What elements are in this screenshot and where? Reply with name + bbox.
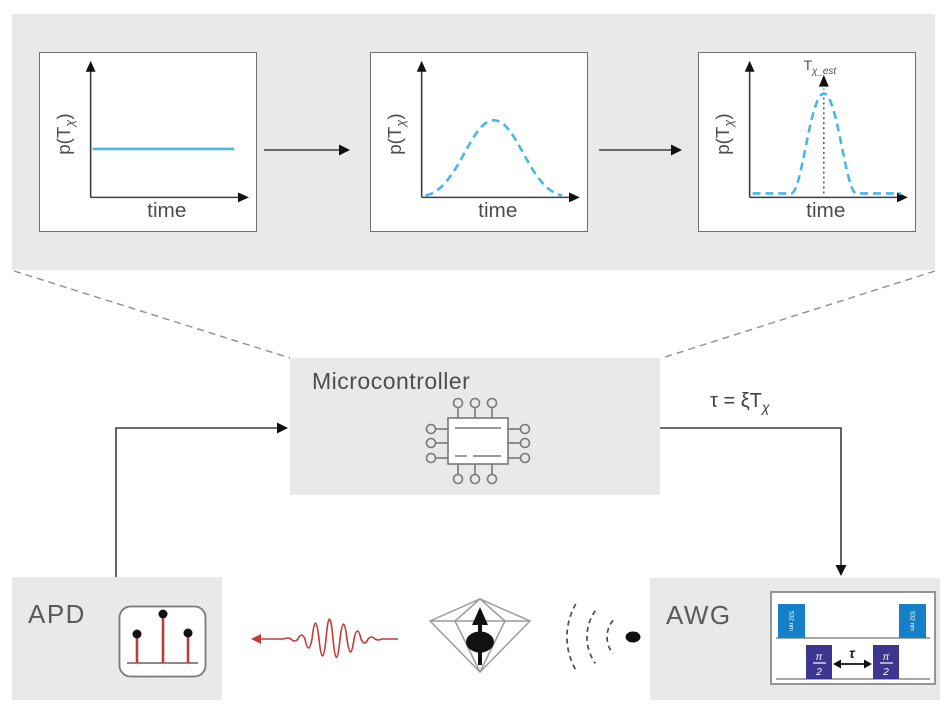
belief-evolution-panel: p(Tχ) time p(Tχ) time Tχ_est p(Tχ) time — [12, 14, 935, 270]
microwave-radiation-icon — [566, 603, 641, 671]
laser-pulse-left-label: 532 nm — [788, 611, 794, 631]
spin-electron-dot — [466, 631, 494, 653]
pi-half-pulse-right — [873, 645, 899, 679]
x-axis-arrowhead-icon — [896, 192, 908, 203]
x-axis-label: time — [147, 199, 186, 222]
laser-pulse-right — [899, 604, 926, 638]
plot-narrow-posterior-canvas: Tχ_est p(Tχ) time — [712, 57, 908, 222]
plot-uniform-prior-canvas: p(Tχ) time — [53, 60, 249, 222]
awg-label: AWG — [666, 600, 732, 630]
estimate-label: Tχ_est — [804, 57, 838, 77]
two-left: 2 — [815, 667, 822, 678]
fluorescence-pulse-icon — [251, 618, 398, 659]
laser-pulse-right-label: 532 nm — [909, 611, 915, 631]
y-axis-arrowhead-icon — [85, 60, 96, 72]
mcu-to-awg-line — [660, 427, 842, 565]
plot-broad-posterior-canvas: p(Tχ) time — [384, 60, 580, 222]
pi-right: π — [883, 652, 890, 663]
pi-half-pulse-left — [806, 645, 832, 679]
apd-to-mcu-line — [115, 427, 277, 577]
y-axis-label: p(Tχ) — [53, 113, 77, 154]
plot-uniform-prior: p(Tχ) time — [39, 52, 257, 232]
apd-to-mcu-arrowhead-icon — [277, 422, 288, 434]
zoom-funnel-right-line — [661, 270, 936, 359]
x-axis-label: time — [478, 199, 517, 222]
apd-label: APD — [28, 599, 86, 629]
two-right: 2 — [882, 667, 889, 678]
formula-main: τ = ξT — [710, 390, 762, 412]
pulse-sequence-diagram: 532 nm 532 nm π 2 π 2 τ — [770, 591, 936, 685]
y-axis-arrowhead-icon — [744, 60, 755, 72]
x-axis-arrowhead-icon — [237, 192, 249, 203]
microchip-icon — [425, 397, 531, 485]
antenna-dot — [625, 631, 641, 643]
formula-subscript: χ — [761, 399, 770, 415]
spin-arrowhead-icon — [472, 607, 488, 625]
x-axis-arrowhead-icon — [568, 192, 580, 203]
feedback-delay-formula: τ = ξTχ — [710, 390, 770, 415]
zoom-funnel-left-line — [13, 270, 291, 359]
y-axis-arrowhead-icon — [416, 60, 427, 72]
laser-pulse-left — [778, 604, 805, 638]
tau-arrowhead-right-icon — [864, 659, 872, 669]
mcu-to-awg-arrowhead-icon — [835, 565, 847, 576]
tau-arrowhead-left-icon — [833, 659, 841, 669]
estimate-arrowhead-icon — [818, 74, 829, 87]
narrow-gaussian-curve — [752, 92, 901, 195]
broad-gaussian-curve — [425, 118, 563, 197]
nv-diamond-icon — [428, 598, 532, 674]
x-axis-label: time — [806, 199, 845, 222]
y-axis-label: p(Tχ) — [712, 113, 736, 154]
microcontroller-label: Microcontroller — [312, 368, 471, 394]
y-axis-label: p(Tχ) — [384, 113, 408, 154]
photon-counts-icon — [118, 605, 207, 678]
tau-delay-label: τ — [849, 645, 856, 661]
pi-left: π — [816, 652, 823, 663]
plot-narrow-posterior: Tχ_est p(Tχ) time — [698, 52, 916, 232]
plot-broad-posterior: p(Tχ) time — [370, 52, 588, 232]
